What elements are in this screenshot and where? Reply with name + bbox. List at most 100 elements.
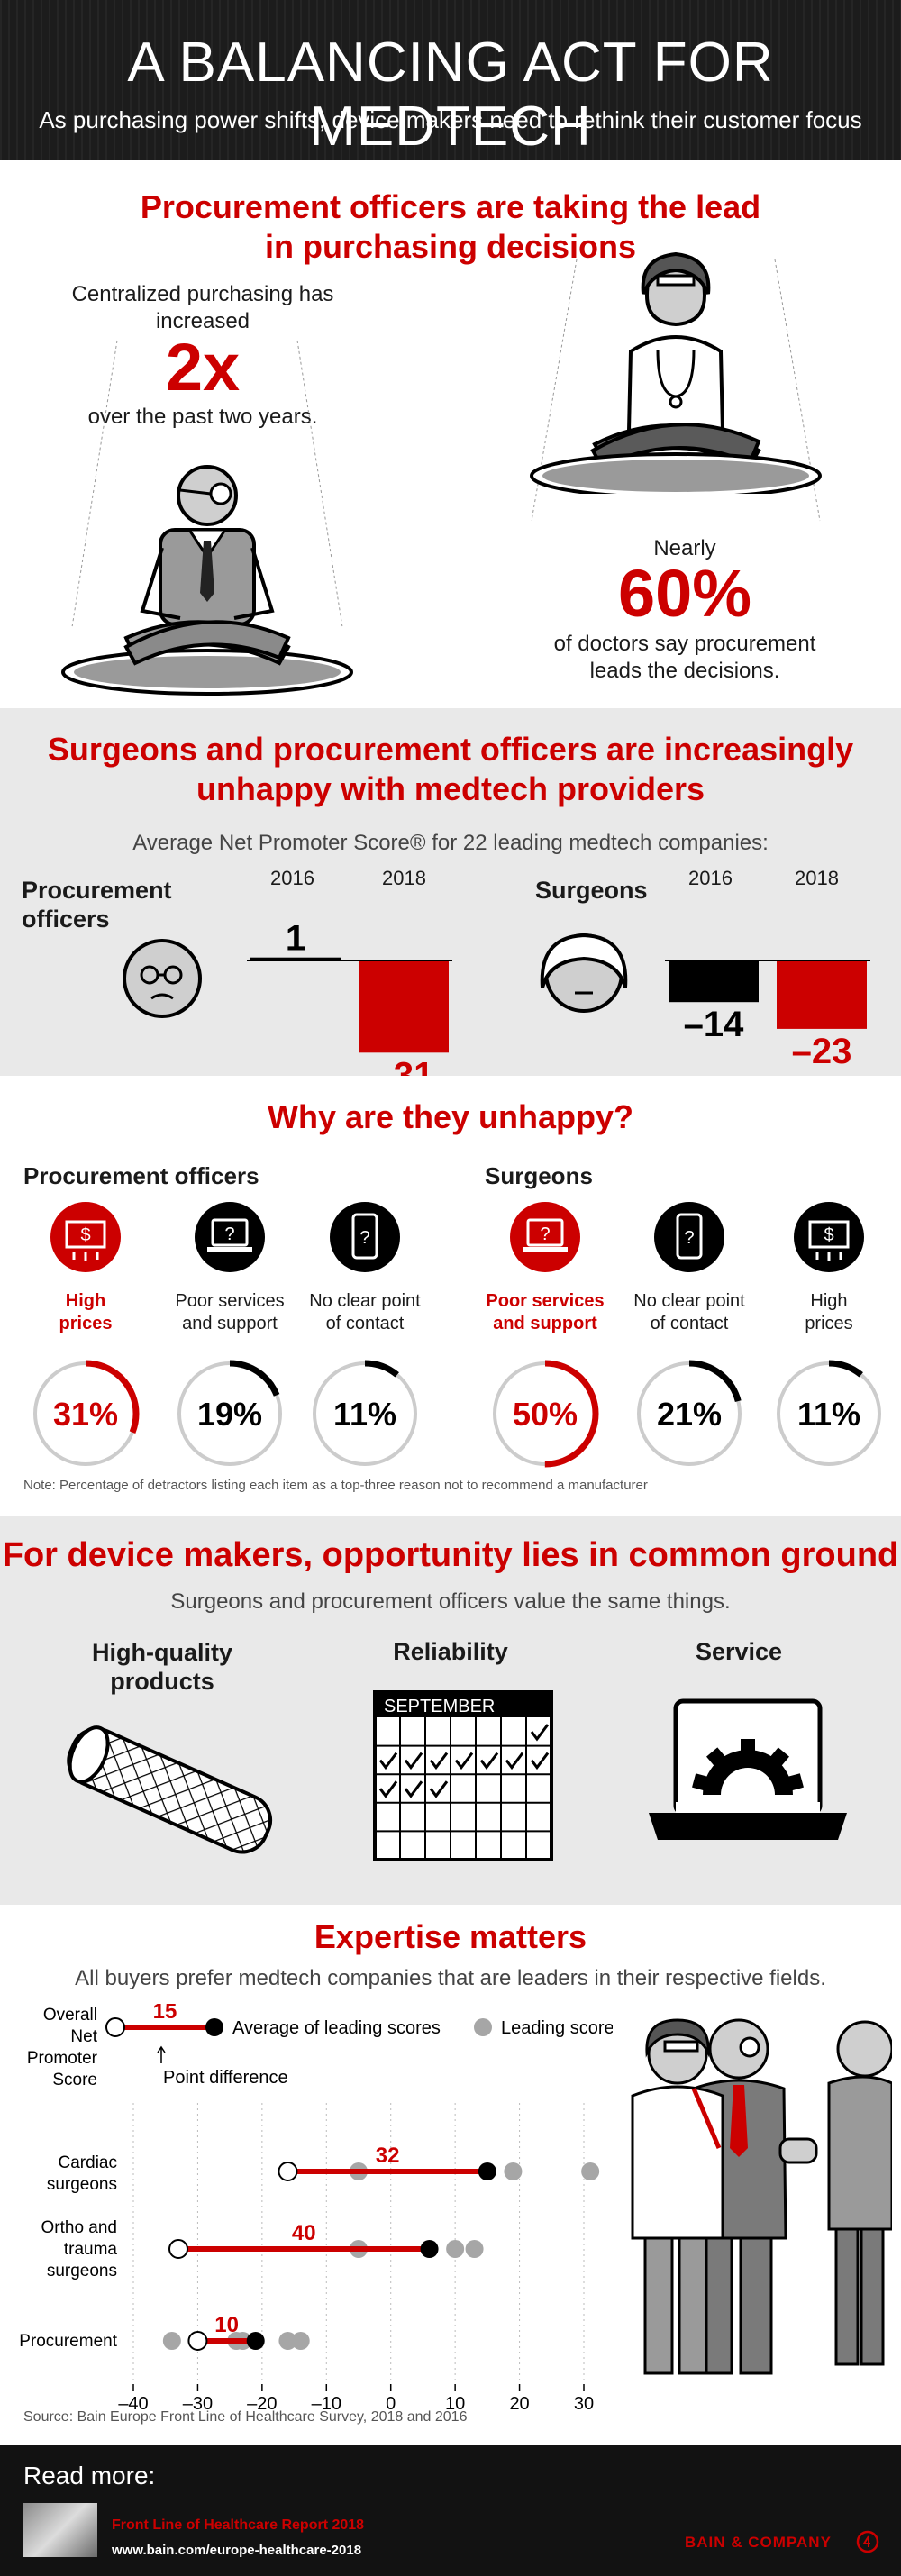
brand-logo: BAIN & COMPANY	[685, 2534, 832, 2551]
average-dot-2	[246, 2332, 265, 2350]
legend-leading-label: Leading scores	[501, 2018, 613, 2038]
report-url[interactable]: www.bain.com/europe-healthcare-2018	[112, 2543, 362, 2558]
reason-donut-arc-5	[775, 1360, 883, 1468]
section-nps: Surgeons and procurement officers are in…	[0, 708, 901, 1076]
footer: Read more: Front Line of Healthcare Repo…	[0, 2445, 901, 2576]
reason-donut-arc-1	[176, 1360, 284, 1468]
reason-donut-4: 21%	[635, 1360, 743, 1468]
nps-value-1-b: –23	[792, 1032, 852, 1071]
reason-pct-5: 11%	[797, 1396, 860, 1433]
proc-heading: Procurement officers	[23, 1162, 259, 1189]
legend-diff-value: 15	[153, 2004, 177, 2024]
reasons-note: Note: Percentage of detractors listing e…	[23, 1478, 648, 1493]
reason-donut-0: 31%	[32, 1360, 140, 1468]
left-stat-pre-line2: increased	[155, 309, 250, 333]
nps-procurement-year-a: 2016	[270, 867, 314, 889]
leading-dot-1-2	[465, 2240, 484, 2258]
nps-surgeons-year-b: 2018	[795, 867, 839, 889]
reason-donut-arc-0	[32, 1360, 140, 1468]
section5-subtitle: All buyers prefer medtech companies that…	[75, 1966, 826, 1990]
leading-dot-2-3	[278, 2332, 297, 2350]
reason-donut-1: 19%	[176, 1360, 284, 1468]
section1-title-line1: Procurement officers are taking the lead	[140, 188, 761, 225]
nps-value-0-b: –31	[374, 1055, 434, 1076]
leading-dot-2-0	[162, 2332, 181, 2350]
dollar-bill-icon: $	[794, 1202, 864, 1272]
people-illustration	[631, 2018, 892, 2375]
svg-text:?: ?	[224, 1224, 234, 1244]
diff-value-1: 40	[292, 2221, 316, 2245]
phone-question-icon: ?	[654, 1202, 724, 1272]
page-subtitle: As purchasing power shifts, device maker…	[39, 106, 862, 133]
left-stat-pre-line1: Centralized purchasing has	[71, 282, 334, 306]
legend-average-dot	[205, 2018, 223, 2036]
dollar-bill-icon: $	[50, 1202, 121, 1272]
surgeon-face-icon	[540, 933, 628, 1013]
nps-surgeons-year-a: 2016	[688, 867, 733, 889]
reason-label-1: Poor services and support	[175, 1291, 285, 1334]
value-reliability-label: Reliability	[393, 1638, 508, 1665]
reason-label-0: High prices	[59, 1291, 113, 1334]
reason-donut-arc-4	[635, 1360, 743, 1468]
section-common-ground: For device makers, opportunity lies in c…	[0, 1516, 901, 1905]
reason-pct-0: 31%	[53, 1396, 118, 1433]
average-dot-1	[420, 2240, 439, 2258]
legend-pointer	[157, 2045, 166, 2063]
calendar-month-label: SEPTEMBER	[384, 1697, 495, 1716]
read-more-label: Read more:	[23, 2462, 156, 2490]
leading-dot-0-1	[504, 2162, 523, 2180]
source-note: Source: Bain Europe Front Line of Health…	[23, 2409, 468, 2425]
reason-donut-5: 11%	[775, 1360, 883, 1468]
leading-dot-2-4	[291, 2332, 310, 2350]
section-expertise: Expertise matters All buyers prefer medt…	[0, 1905, 901, 2445]
x-tick-label-6: 20	[509, 2394, 529, 2414]
procurement-face-icon	[123, 939, 202, 1018]
row-label-0: Cardiac surgeons	[47, 2153, 117, 2194]
nps-bar-0-a	[250, 957, 341, 960]
svg-text:?: ?	[684, 1228, 694, 1248]
laptop-gear-icon	[649, 1698, 847, 1840]
laptop-question-icon: ?	[195, 1202, 265, 1272]
report-thumbnail[interactable]	[23, 2503, 97, 2557]
doctor-figure	[530, 251, 822, 494]
reason-pct-3: 50%	[513, 1396, 578, 1433]
nps-subtitle: Average Net Promoter Score® for 22 leadi…	[132, 831, 769, 855]
procurement-officer-figure	[61, 465, 353, 696]
section5-title: Expertise matters	[314, 1918, 587, 1955]
row-label-2: Procurement	[19, 2332, 117, 2351]
row-label-1: Ortho and trauma surgeons	[41, 2218, 118, 2280]
value-quality-label: High-quality products	[92, 1639, 232, 1695]
legend-average-label: Average of leading scores	[232, 2018, 441, 2038]
value-service-label: Service	[695, 1638, 783, 1665]
surg-heading: Surgeons	[485, 1162, 593, 1189]
section-procurement-lead: Procurement officers are taking the lead…	[0, 160, 901, 708]
report-link[interactable]: Front Line of Healthcare Report 2018	[112, 2517, 365, 2533]
leading-dot-0-2	[581, 2162, 600, 2180]
reason-label-2: No clear point of contact	[309, 1291, 421, 1334]
section-why-unhappy: Why are they unhappy? Procurement office…	[0, 1076, 901, 1516]
expertise-dot-chart: –40 –30 –20 –10 0 10 20 30 Overall Net Promoter Sco…	[19, 2004, 613, 2414]
reason-donut-3: 50%	[491, 1360, 599, 1468]
nps-value-0-a: 1	[286, 919, 305, 959]
section4-title: For device makers, opportunity lies in c…	[2, 1536, 899, 1574]
stent-icon	[67, 1725, 273, 1854]
overall-dot-2	[187, 2331, 208, 2351]
nps-bar-1-a	[669, 960, 759, 1003]
x-tick-label-4: 0	[386, 2394, 396, 2414]
x-tick-label-1: –30	[183, 2394, 213, 2414]
diff-value-0: 32	[376, 2144, 400, 2168]
legend-row-label: Overall Net Promoter Score	[27, 2006, 98, 2089]
header-banner: A BALANCING ACT FOR MEDTECH As purchasin…	[0, 0, 901, 160]
right-stat-pre: Nearly	[653, 536, 716, 560]
average-dot-0	[478, 2162, 496, 2180]
x-tick-label-7: 30	[574, 2394, 594, 2414]
reason-pct-1: 19%	[197, 1396, 262, 1433]
nps-bar-0-b	[359, 960, 449, 1053]
section3-title: Why are they unhappy?	[267, 1098, 634, 1135]
reason-pct-4: 21%	[657, 1396, 722, 1433]
section4-subtitle: Surgeons and procurement officers value …	[170, 1589, 731, 1614]
svg-text:?: ?	[359, 1228, 369, 1248]
nps-group-procurement-label: Procurement officers	[22, 877, 172, 933]
calendar-icon: SEPTEMBER	[373, 1690, 553, 1861]
page-title: A BALANCING ACT FOR MEDTECH	[127, 32, 774, 158]
